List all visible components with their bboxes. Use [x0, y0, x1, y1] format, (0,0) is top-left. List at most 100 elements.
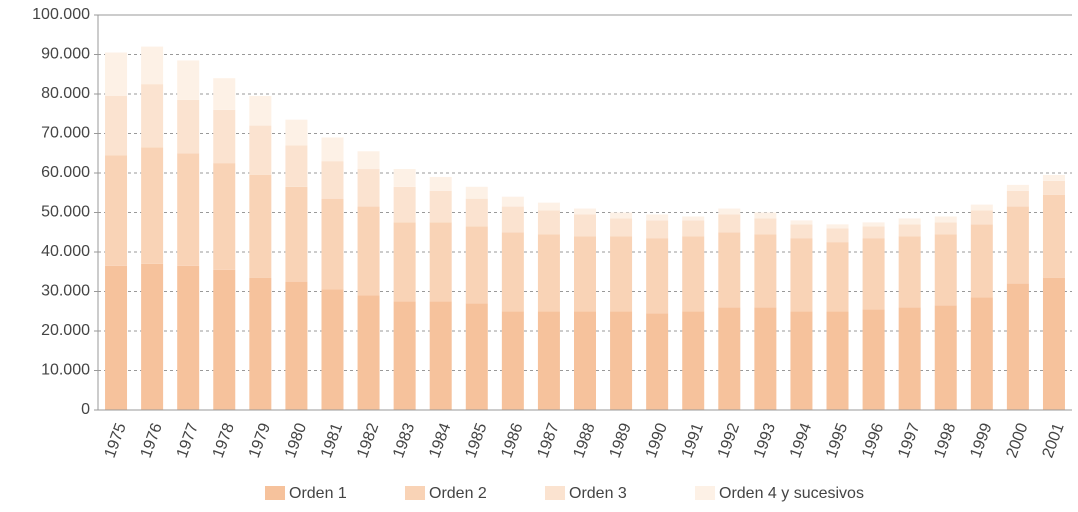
bar-segment	[826, 311, 849, 410]
bar-segment	[646, 214, 669, 221]
bar-segment	[898, 218, 921, 225]
bar-segment	[177, 99, 200, 154]
bar-segment	[105, 265, 128, 410]
bar-segment	[610, 311, 633, 410]
x-tick-label: 1999	[967, 421, 995, 460]
bar-segment	[537, 210, 560, 235]
legend-swatch	[545, 486, 565, 500]
bar-segment	[501, 232, 524, 312]
y-tick-label: 70.000	[41, 125, 90, 142]
bar-segment	[790, 224, 813, 239]
bar-segment	[826, 224, 849, 229]
bar-segment	[393, 186, 416, 223]
y-tick-label: 60.000	[41, 164, 90, 181]
x-tick-label: 1976	[138, 421, 166, 460]
x-tick-label: 1978	[210, 421, 238, 460]
x-tick-label: 2000	[1003, 421, 1031, 460]
y-tick-label: 0	[81, 401, 90, 418]
x-tick-label: 1979	[246, 421, 274, 460]
bar-segment	[501, 311, 524, 410]
bar-segment	[898, 307, 921, 410]
bar-segment	[429, 301, 452, 410]
y-tick-label: 20.000	[41, 322, 90, 339]
bar-segment	[1042, 174, 1065, 181]
bar-segment	[1042, 277, 1065, 410]
x-tick-label: 1990	[643, 421, 671, 460]
bar-segment	[754, 212, 777, 219]
bar-segment	[790, 311, 813, 410]
bar-segment	[574, 311, 596, 410]
x-tick-label: 1989	[607, 421, 635, 460]
y-tick-label: 80.000	[41, 85, 90, 102]
legend-label: Orden 2	[429, 485, 487, 502]
bar-segment	[393, 301, 416, 410]
bar-segment	[501, 206, 524, 233]
bar-segment	[790, 220, 813, 225]
bar-segment	[646, 313, 669, 410]
bar-segment	[1006, 184, 1029, 191]
bar-segment	[465, 186, 488, 199]
bar-segment	[862, 222, 885, 227]
bar-segment	[754, 234, 777, 308]
x-tick-label: 1991	[679, 421, 707, 460]
bar-segment	[934, 305, 957, 410]
bar-segment	[357, 295, 380, 410]
bar-segment	[610, 236, 633, 312]
bar-segment	[574, 208, 596, 215]
bar-segment	[790, 238, 813, 312]
bar-segment	[826, 242, 849, 312]
bar-segment	[682, 311, 705, 410]
bar-segment	[285, 186, 308, 282]
bar-segment	[718, 208, 741, 215]
x-tick-label: 2001	[1040, 421, 1068, 460]
bar-segment	[141, 147, 164, 264]
bar-segment	[249, 95, 272, 126]
bar-segment	[177, 265, 200, 410]
bar-segment	[754, 307, 777, 410]
bar-segment	[465, 198, 488, 227]
bar-segment	[285, 119, 308, 146]
bar-segment	[141, 46, 164, 85]
x-tick-label: 1975	[102, 421, 130, 460]
bar-segment	[610, 212, 633, 219]
bar-segment	[1042, 194, 1065, 278]
bar-segment	[321, 289, 344, 410]
bar-segment	[754, 218, 777, 235]
bar-segment	[1006, 283, 1029, 410]
legend-swatch	[695, 486, 715, 500]
bar-segment	[682, 216, 705, 221]
bar-segment	[862, 226, 885, 239]
bar-segment	[970, 297, 993, 410]
bar-segment	[898, 224, 921, 237]
y-tick-label: 10.000	[41, 362, 90, 379]
bar-segment	[465, 226, 488, 304]
bar-segment	[141, 84, 164, 148]
bar-segment	[934, 216, 957, 223]
x-tick-label: 1993	[751, 421, 779, 460]
bar-segment	[862, 238, 885, 310]
y-tick-label: 100.000	[32, 6, 90, 23]
bar-segment	[537, 311, 560, 410]
bar-segment	[646, 238, 669, 314]
bar-segment	[1006, 206, 1029, 284]
bar-segment	[429, 190, 452, 223]
y-tick-label: 50.000	[41, 204, 90, 221]
bar-segment	[213, 269, 236, 410]
legend-label: Orden 4 y sucesivos	[719, 485, 864, 502]
x-tick-label: 1994	[787, 421, 815, 460]
bar-segment	[934, 234, 957, 306]
y-tick-label: 30.000	[41, 283, 90, 300]
bar-segment	[826, 228, 849, 243]
bar-segment	[537, 202, 560, 211]
bar-segment	[646, 220, 669, 239]
y-tick-label: 40.000	[41, 243, 90, 260]
bar-segment	[682, 220, 705, 237]
bar-segment	[574, 214, 596, 237]
bar-segment	[393, 222, 416, 302]
bar-segment	[682, 236, 705, 312]
bar-segment	[393, 169, 416, 187]
bar-segment	[105, 52, 128, 96]
bar-segment	[898, 236, 921, 308]
bar-segment	[357, 169, 380, 207]
legend-label: Orden 1	[289, 485, 347, 502]
